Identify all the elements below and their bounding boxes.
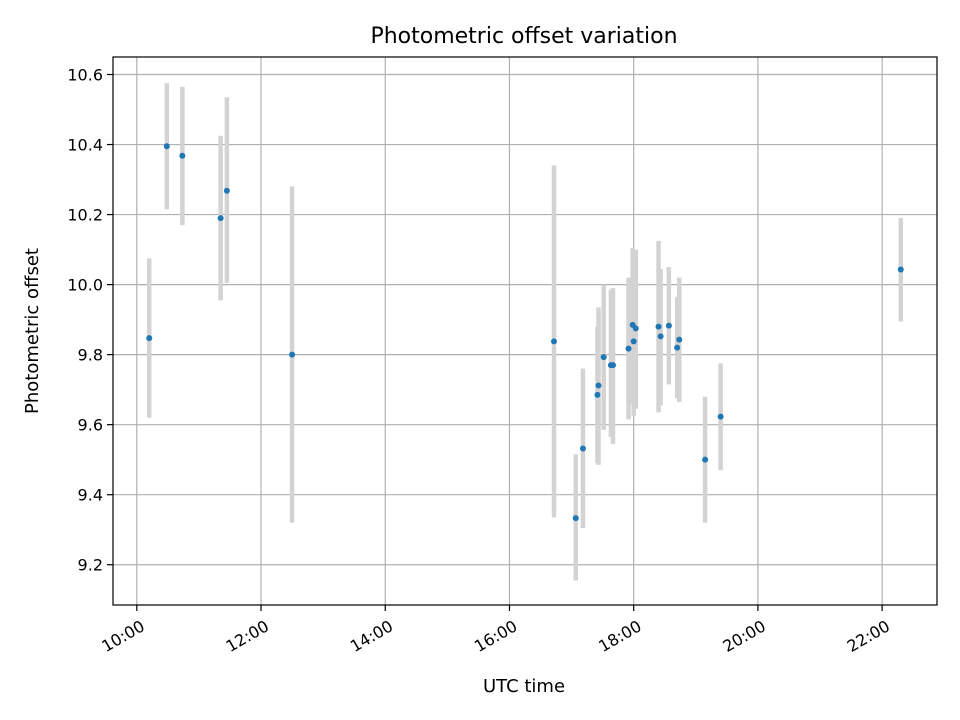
data-point: [579, 445, 586, 452]
x-tick-label: 20:00: [719, 616, 768, 656]
plot-frame: [112, 56, 938, 606]
grid-lines: [113, 57, 937, 605]
x-tick-label: 22:00: [844, 616, 893, 656]
x-tick-label: 18:00: [595, 616, 644, 656]
y-tick-label: 10.0: [67, 276, 103, 295]
data-point: [223, 187, 230, 194]
y-axis-label: Photometric offset: [22, 248, 43, 414]
data-point: [632, 325, 639, 332]
data-point: [625, 345, 632, 352]
chart-title: Photometric offset variation: [370, 24, 677, 49]
data-point: [550, 338, 557, 345]
x-tick-label: 14:00: [347, 616, 396, 656]
y-tick-label: 9.6: [78, 416, 103, 435]
data-point: [630, 338, 637, 345]
data-point: [600, 354, 607, 361]
axis-ticks: 10:00 12:00 14:00 16:00 18:00 20:00 22:00 9.2 9.…: [67, 66, 893, 656]
data-points: [146, 143, 904, 522]
y-tick-label: 9.4: [78, 486, 103, 505]
data-point: [163, 143, 170, 150]
y-tick-label: 9.2: [78, 556, 103, 575]
data-point: [657, 333, 664, 340]
y-tick-label: 10.4: [67, 136, 103, 155]
data-point: [289, 351, 296, 358]
y-tick-label: 10.6: [67, 66, 103, 85]
error-bars: [146, 83, 904, 581]
x-axis-label: UTC time: [483, 676, 565, 697]
data-point: [594, 391, 601, 398]
data-point: [609, 362, 616, 369]
data-point: [665, 322, 672, 329]
data-point: [179, 152, 186, 159]
data-point: [897, 266, 904, 273]
x-tick-label: 16:00: [471, 616, 520, 656]
data-point: [655, 323, 662, 330]
data-point: [674, 344, 681, 351]
data-point: [717, 413, 724, 420]
x-tick-label: 10:00: [98, 616, 147, 656]
x-tick-label: 12:00: [223, 616, 272, 656]
data-point: [572, 515, 579, 522]
data-point: [217, 215, 224, 222]
y-tick-label: 9.8: [78, 346, 103, 365]
data-point: [146, 335, 153, 342]
data-point: [595, 382, 602, 389]
data-point: [702, 456, 709, 463]
data-point: [676, 336, 683, 343]
y-tick-label: 10.2: [67, 206, 103, 225]
